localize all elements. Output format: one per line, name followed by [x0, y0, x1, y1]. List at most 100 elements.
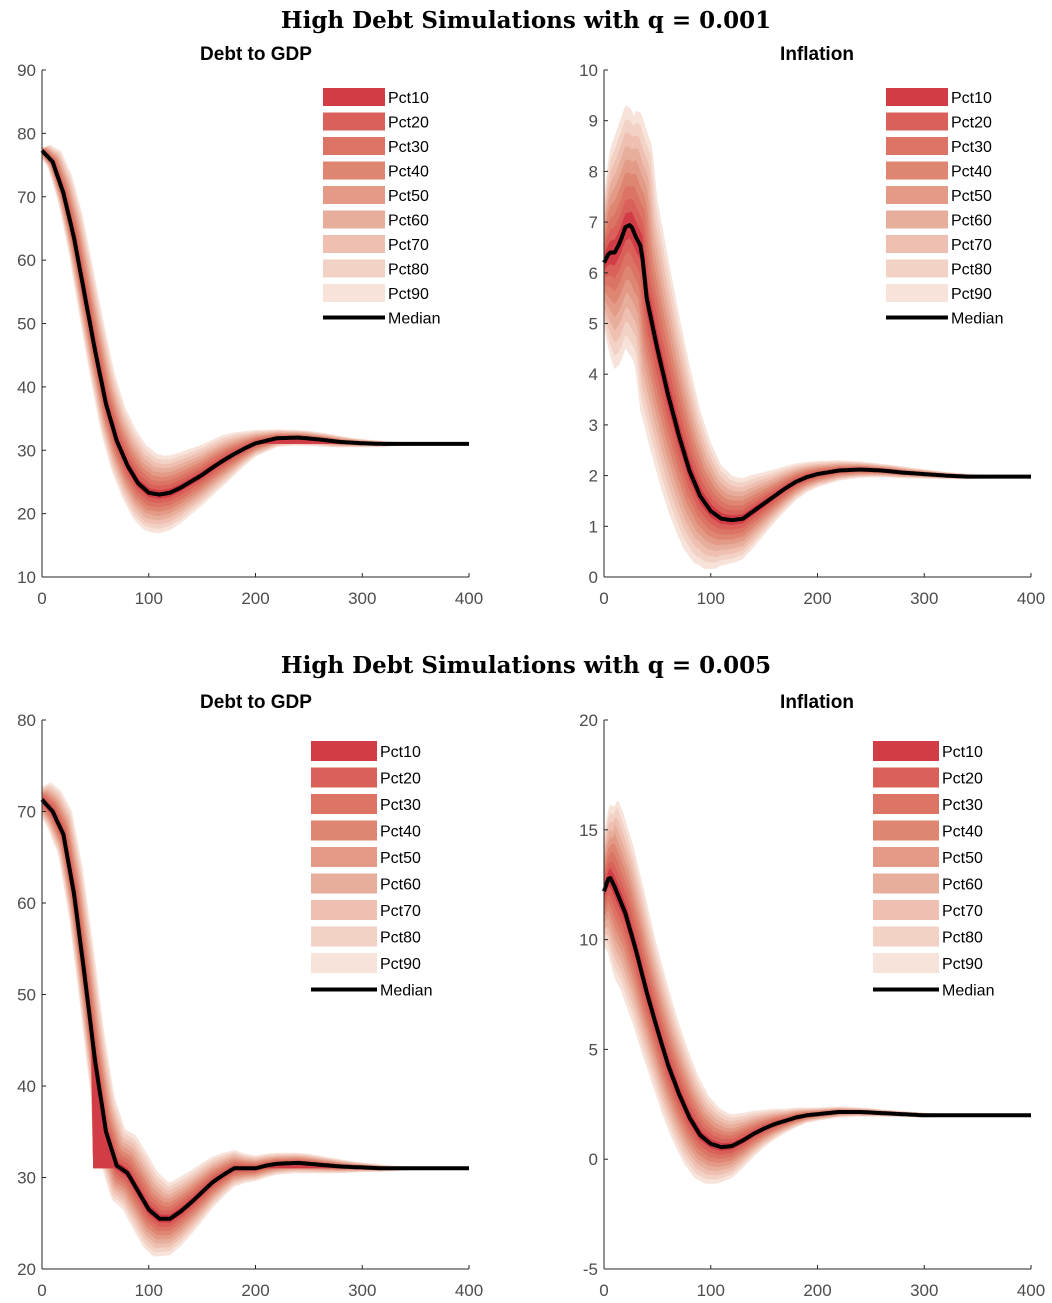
x-tick-label: 200	[803, 1281, 831, 1300]
y-tick-label: 60	[17, 894, 36, 913]
y-tick-label: 10	[579, 61, 598, 80]
legend-label: Pct70	[388, 237, 429, 254]
legend-label: Pct20	[388, 115, 429, 132]
legend-label: Pct50	[380, 850, 421, 867]
legend-swatch-pct30	[873, 794, 939, 814]
y-tick-label: 10	[579, 931, 598, 950]
legend-label: Pct70	[942, 903, 983, 920]
legend-label: Median	[951, 311, 1003, 328]
y-tick-label: 10	[17, 568, 36, 587]
y-tick-label: 3	[589, 416, 598, 435]
legend-label: Pct40	[380, 824, 421, 841]
legend-label: Pct10	[380, 744, 421, 761]
legend-swatch-pct20	[886, 112, 948, 131]
legend-label: Median	[380, 983, 432, 1000]
median-line	[40, 149, 469, 497]
legend-label: Pct40	[942, 824, 983, 841]
legend-swatch-pct70	[311, 900, 377, 920]
x-tick-label: 100	[135, 1281, 163, 1300]
legend-swatch-pct60	[873, 873, 939, 894]
y-tick-label: 30	[17, 441, 36, 460]
legend-label: Pct30	[942, 797, 983, 814]
legend-label: Pct30	[380, 797, 421, 814]
y-tick-label: 70	[17, 188, 36, 207]
legend-swatch-pct20	[311, 767, 377, 788]
legend-swatch-pct40	[311, 820, 377, 841]
x-tick-label: 0	[599, 1281, 608, 1300]
y-tick-label: 20	[579, 711, 598, 730]
x-tick-label: 300	[910, 1281, 938, 1300]
legend-swatch-pct80	[886, 259, 948, 278]
y-tick-label: 4	[589, 365, 598, 384]
legend-swatch-pct90	[886, 284, 948, 302]
y-tick-label: 50	[17, 315, 36, 334]
median-line	[40, 798, 469, 1221]
y-tick-label: 5	[589, 315, 598, 334]
panel-title: Inflation	[780, 692, 854, 713]
legend-label: Pct30	[388, 139, 429, 156]
x-tick-label: 400	[1017, 1281, 1045, 1300]
legend-label: Pct20	[942, 771, 983, 788]
band-pct50	[604, 159, 1031, 546]
legend-swatch-pct80	[311, 926, 377, 947]
legend-label: Pct60	[942, 877, 983, 894]
x-tick-label: 300	[348, 589, 376, 608]
legend-swatch-pct70	[323, 235, 385, 253]
legend-swatch-pct50	[311, 847, 377, 867]
x-tick-label: 400	[1017, 589, 1045, 608]
legend-swatch-pct80	[323, 259, 385, 278]
legend-label: Pct30	[951, 139, 992, 156]
legend-swatch-pct10	[311, 741, 377, 761]
group-title-top: High Debt Simulations with q = 0.001	[281, 7, 771, 34]
legend-swatch-pct50	[323, 186, 385, 204]
panel-2: 20 30 40 50 60 70 80 0 100 200 300 400 Debt to GDP Pc…	[17, 692, 483, 1300]
x-tick-label: 400	[455, 1281, 483, 1300]
legend-label: Pct60	[388, 213, 429, 230]
legend-swatch-pct40	[873, 820, 939, 841]
y-tick-label: 80	[17, 124, 36, 143]
legend-label: Pct40	[388, 164, 429, 181]
band-pct40	[604, 172, 1031, 540]
y-tick-label: 90	[17, 61, 36, 80]
y-tick-label: 20	[17, 1260, 36, 1279]
legend-label: Pct90	[388, 286, 429, 303]
y-tick-label: 6	[589, 264, 598, 283]
y-tick-label: 20	[17, 505, 36, 524]
legend: Pct10 Pct20 Pct30 Pct40 Pct50 Pct60 Pct70 Pct80…	[323, 88, 440, 328]
y-tick-label: 30	[17, 1169, 36, 1188]
y-tick-label: 9	[589, 112, 598, 131]
legend-swatch-pct10	[873, 741, 939, 761]
y-tick-label: 7	[589, 213, 598, 232]
legend: Pct10 Pct20 Pct30 Pct40 Pct50 Pct60 Pct70 Pct80…	[873, 741, 994, 1000]
legend-label: Pct70	[951, 237, 992, 254]
legend-swatch-pct40	[323, 161, 385, 180]
x-tick-label: 0	[37, 589, 46, 608]
legend-label: Pct80	[388, 262, 429, 279]
panel-title: Debt to GDP	[200, 44, 312, 65]
y-tick-label: 40	[17, 1077, 36, 1096]
legend-label: Pct50	[388, 188, 429, 205]
y-tick-label: 15	[579, 821, 598, 840]
y-tick-label: 40	[17, 378, 36, 397]
x-tick-label: 100	[697, 589, 725, 608]
legend-swatch-pct20	[873, 767, 939, 788]
median-line	[602, 876, 1031, 1150]
legend-label: Pct20	[951, 115, 992, 132]
legend-label: Pct50	[951, 188, 992, 205]
legend-swatch-pct10	[323, 88, 385, 106]
legend-label: Pct70	[380, 903, 421, 920]
legend-swatch-pct90	[873, 953, 939, 973]
x-tick-label: 400	[455, 589, 483, 608]
legend-swatch-pct30	[311, 794, 377, 814]
legend-swatch-pct30	[323, 137, 385, 155]
legend-swatch-pct80	[873, 926, 939, 947]
y-tick-label: 60	[17, 251, 36, 270]
legend-label: Median	[388, 311, 440, 328]
median-line	[602, 223, 1031, 523]
legend-label: Pct10	[942, 744, 983, 761]
x-tick-label: 200	[241, 589, 269, 608]
legend-swatch-pct40	[886, 161, 948, 180]
panel-title: Inflation	[780, 44, 854, 65]
